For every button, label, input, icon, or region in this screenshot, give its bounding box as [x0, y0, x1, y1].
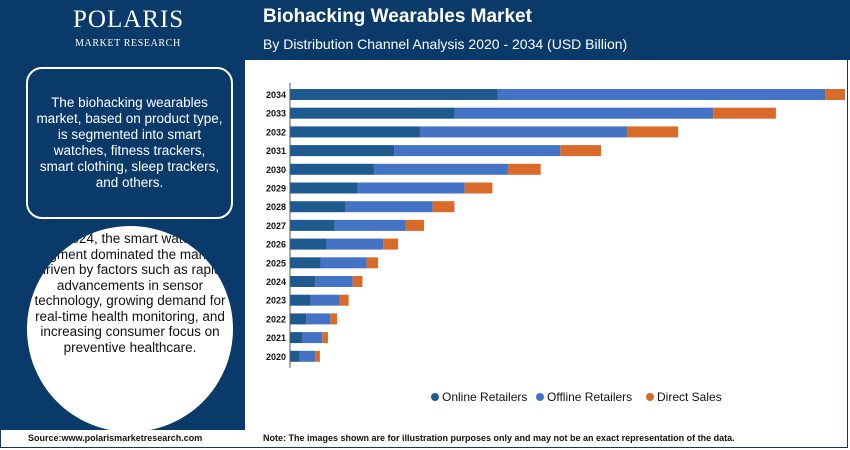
- y-tick-label-2022: 2022: [266, 314, 286, 324]
- bar-direct-sales-2029: [464, 182, 493, 194]
- chart-subtitle: By Distribution Channel Analysis 2020 - …: [263, 36, 628, 52]
- bar-offline-retailers-2028: [345, 201, 433, 213]
- bar-online-retailers-2022: [290, 313, 307, 325]
- y-tick-label-2030: 2030: [266, 165, 286, 175]
- y-tick-label-2028: 2028: [266, 202, 286, 212]
- brand-name: POLARIS: [73, 6, 185, 33]
- bar-online-retailers-2031: [290, 145, 395, 157]
- sidebar-highlight-text: In 2024, the smart watches segment domin…: [34, 231, 226, 355]
- bar-direct-sales-2025: [366, 257, 378, 269]
- bar-direct-sales-2030: [507, 163, 541, 175]
- legend-marker-online-retailers: [431, 393, 439, 401]
- bar-online-retailers-2024: [290, 276, 316, 287]
- bar-offline-retailers-2023: [310, 294, 340, 306]
- y-tick-label-2024: 2024: [266, 277, 286, 287]
- legend-label-direct-sales: Direct Sales: [657, 390, 722, 404]
- bar-offline-retailers-2034: [497, 89, 826, 100]
- bar-online-retailers-2030: [290, 163, 374, 175]
- bar-online-retailers-2027: [290, 219, 335, 231]
- bar-direct-sales-2034: [825, 89, 845, 100]
- y-tick-label-2029: 2029: [266, 184, 286, 194]
- y-tick-label-2025: 2025: [266, 258, 286, 268]
- bar-direct-sales-2026: [383, 238, 399, 250]
- legend-marker-direct-sales: [646, 393, 654, 401]
- bar-offline-retailers-2026: [326, 238, 384, 250]
- header-bar: POLARIS MARKET RESEARCH Biohacking Weara…: [0, 0, 850, 60]
- bar-direct-sales-2020: [315, 350, 320, 362]
- y-tick-label-2026: 2026: [266, 240, 286, 250]
- source-text: Source:www.polarismarketresearch.com: [28, 433, 203, 443]
- bar-offline-retailers-2029: [357, 182, 465, 194]
- y-tick-label-2020: 2020: [266, 352, 286, 362]
- bar-offline-retailers-2027: [334, 219, 406, 231]
- bar-offline-retailers-2025: [320, 257, 367, 269]
- y-tick-label-2034: 2034: [266, 90, 286, 100]
- bar-offline-retailers-2020: [299, 350, 316, 362]
- y-tick-label-2032: 2032: [266, 127, 286, 137]
- bar-offline-retailers-2022: [306, 313, 331, 325]
- bar-direct-sales-2031: [560, 145, 602, 157]
- bar-online-retailers-2032: [290, 126, 420, 138]
- y-tick-label-2021: 2021: [266, 333, 286, 343]
- bar-online-retailers-2026: [290, 238, 327, 250]
- bar-online-retailers-2021: [290, 332, 303, 344]
- legend-label-online-retailers: Online Retailers: [442, 390, 527, 404]
- legend-marker-offline-retailers: [536, 393, 544, 401]
- bar-offline-retailers-2021: [302, 332, 323, 344]
- brand-tagline: MARKET RESEARCH: [75, 38, 181, 49]
- stacked-bar-chart: 2034 2033 2032 2031 2030 2029 2028 2027 2026 2025…: [266, 83, 845, 404]
- legend-label-offline-retailers: Offline Retailers: [547, 390, 632, 404]
- sidebar-highlight-circle: In 2024, the smart watches segment domin…: [27, 226, 233, 432]
- bar-direct-sales-2022: [330, 313, 338, 325]
- bar-direct-sales-2021: [322, 332, 328, 344]
- bar-online-retailers-2033: [290, 107, 455, 119]
- sidebar-info-box: The biohacking wearables market, based o…: [26, 67, 233, 219]
- bar-direct-sales-2024: [352, 276, 363, 287]
- bar-direct-sales-2023: [339, 294, 349, 306]
- bar-direct-sales-2032: [626, 126, 679, 138]
- footnote-text: Note: The images shown are for illustrat…: [263, 433, 735, 443]
- bar-offline-retailers-2024: [315, 276, 353, 287]
- bar-direct-sales-2033: [713, 107, 776, 119]
- y-tick-label-2031: 2031: [266, 146, 286, 156]
- sidebar-info-text: The biohacking wearables market, based o…: [36, 95, 223, 190]
- bar-online-retailers-2020: [290, 350, 300, 362]
- bar-offline-retailers-2031: [394, 145, 561, 157]
- y-tick-label-2033: 2033: [266, 109, 286, 119]
- bar-offline-retailers-2033: [454, 107, 714, 119]
- bar-online-retailers-2025: [290, 257, 321, 269]
- bar-online-retailers-2028: [290, 201, 346, 213]
- y-tick-label-2027: 2027: [266, 221, 286, 231]
- bar-online-retailers-2023: [290, 294, 311, 306]
- bar-offline-retailers-2032: [419, 126, 627, 138]
- bar-online-retailers-2034: [290, 89, 498, 100]
- bar-online-retailers-2029: [290, 182, 358, 194]
- bar-direct-sales-2027: [405, 219, 424, 231]
- bar-offline-retailers-2030: [373, 163, 508, 175]
- chart-title: Biohacking Wearables Market: [263, 6, 532, 27]
- y-tick-label-2023: 2023: [266, 296, 286, 306]
- bar-direct-sales-2028: [432, 201, 455, 213]
- brand-logo: POLARIS MARKET RESEARCH: [0, 0, 245, 60]
